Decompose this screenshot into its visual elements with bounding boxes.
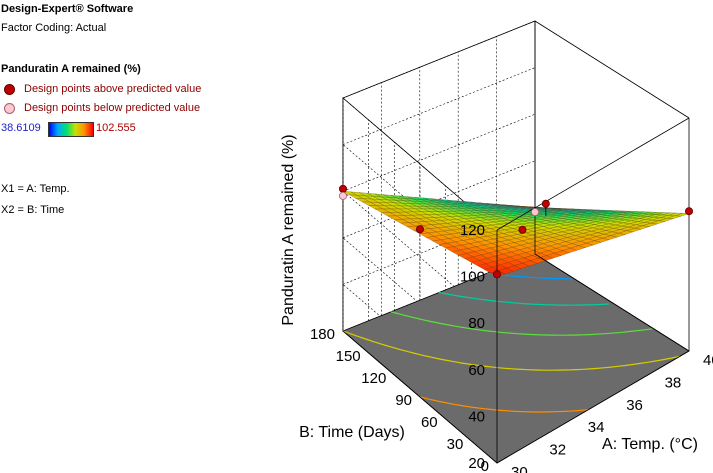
box-frame [342, 20, 690, 464]
below-point-icon [4, 103, 15, 114]
design-point-above [492, 270, 501, 279]
response-name: Panduratin A remained (%) [1, 63, 141, 75]
contour-line [390, 311, 653, 336]
z-tick-label: 100 [460, 269, 485, 286]
axis-ticks: 2040608010012030323436384003060901201501… [310, 222, 713, 473]
design-point-above [541, 199, 550, 208]
above-legend-label: Design points above predicted value [24, 83, 202, 95]
y-tick-label: 180 [310, 326, 335, 343]
color-scale-bar [48, 122, 94, 137]
factor-coding: Factor Coding: Actual [1, 22, 107, 34]
y-tick-label: 0 [481, 458, 489, 473]
design-point-below [531, 208, 540, 217]
frame-edge [342, 330, 498, 464]
y-tick-label: 120 [361, 370, 386, 387]
contour-line [419, 396, 589, 413]
frame-edge [496, 350, 690, 464]
z-axis-label: Panduratin A remained (%) [280, 134, 297, 325]
grid-line [342, 113, 536, 192]
grid-line [342, 67, 536, 145]
z-tick-label: 20 [468, 455, 485, 472]
design-point-above [685, 207, 694, 216]
frame-edge [534, 20, 690, 119]
x-axis-label: A: Temp. (°C) [602, 436, 698, 453]
grid-line [342, 160, 536, 239]
color-max: 102.555 [96, 122, 136, 134]
frame-edge [534, 253, 690, 352]
design-point-above [518, 225, 527, 234]
x-tick-label: 34 [588, 419, 605, 436]
above-point-icon [4, 84, 15, 95]
color-min: 38.6109 [1, 122, 41, 134]
contour-line [342, 330, 681, 371]
software-title: Design-Expert® Software [1, 3, 134, 15]
design-points [338, 184, 694, 279]
design-point-above [415, 225, 424, 234]
below-legend-label: Design points below predicted value [24, 102, 201, 114]
factor-x2: X2 = B: Time [1, 204, 65, 216]
x-tick-label: 32 [549, 442, 566, 459]
grid-line [342, 20, 536, 99]
x-tick-label: 40 [703, 352, 713, 369]
y-tick-label: 90 [395, 392, 412, 409]
frame-edge [496, 117, 690, 231]
x-tick-label: 38 [665, 374, 682, 391]
z-tick-label: 120 [460, 222, 485, 239]
y-tick-label: 60 [421, 414, 438, 431]
y-tick-label: 150 [336, 348, 361, 365]
z-tick-label: 80 [468, 315, 485, 332]
y-axis-label: B: Time (Days) [299, 424, 405, 441]
x-tick-label: 30 [511, 464, 528, 473]
factor-x1: X1 = A: Temp. [1, 183, 70, 195]
contour-line [438, 291, 609, 306]
y-tick-label: 30 [447, 436, 464, 453]
x-tick-label: 36 [626, 397, 643, 414]
z-tick-label: 60 [468, 362, 485, 379]
z-tick-label: 40 [468, 408, 485, 425]
design-point-below [338, 191, 347, 200]
